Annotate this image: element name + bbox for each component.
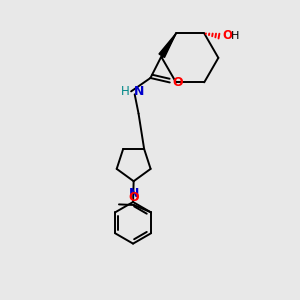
Text: H: H	[121, 85, 130, 98]
Text: H: H	[230, 31, 239, 41]
Text: O: O	[172, 76, 183, 89]
Text: O: O	[128, 191, 139, 204]
Text: O: O	[222, 29, 232, 42]
Text: N: N	[128, 187, 139, 200]
Text: N: N	[134, 85, 144, 98]
Polygon shape	[159, 33, 176, 58]
